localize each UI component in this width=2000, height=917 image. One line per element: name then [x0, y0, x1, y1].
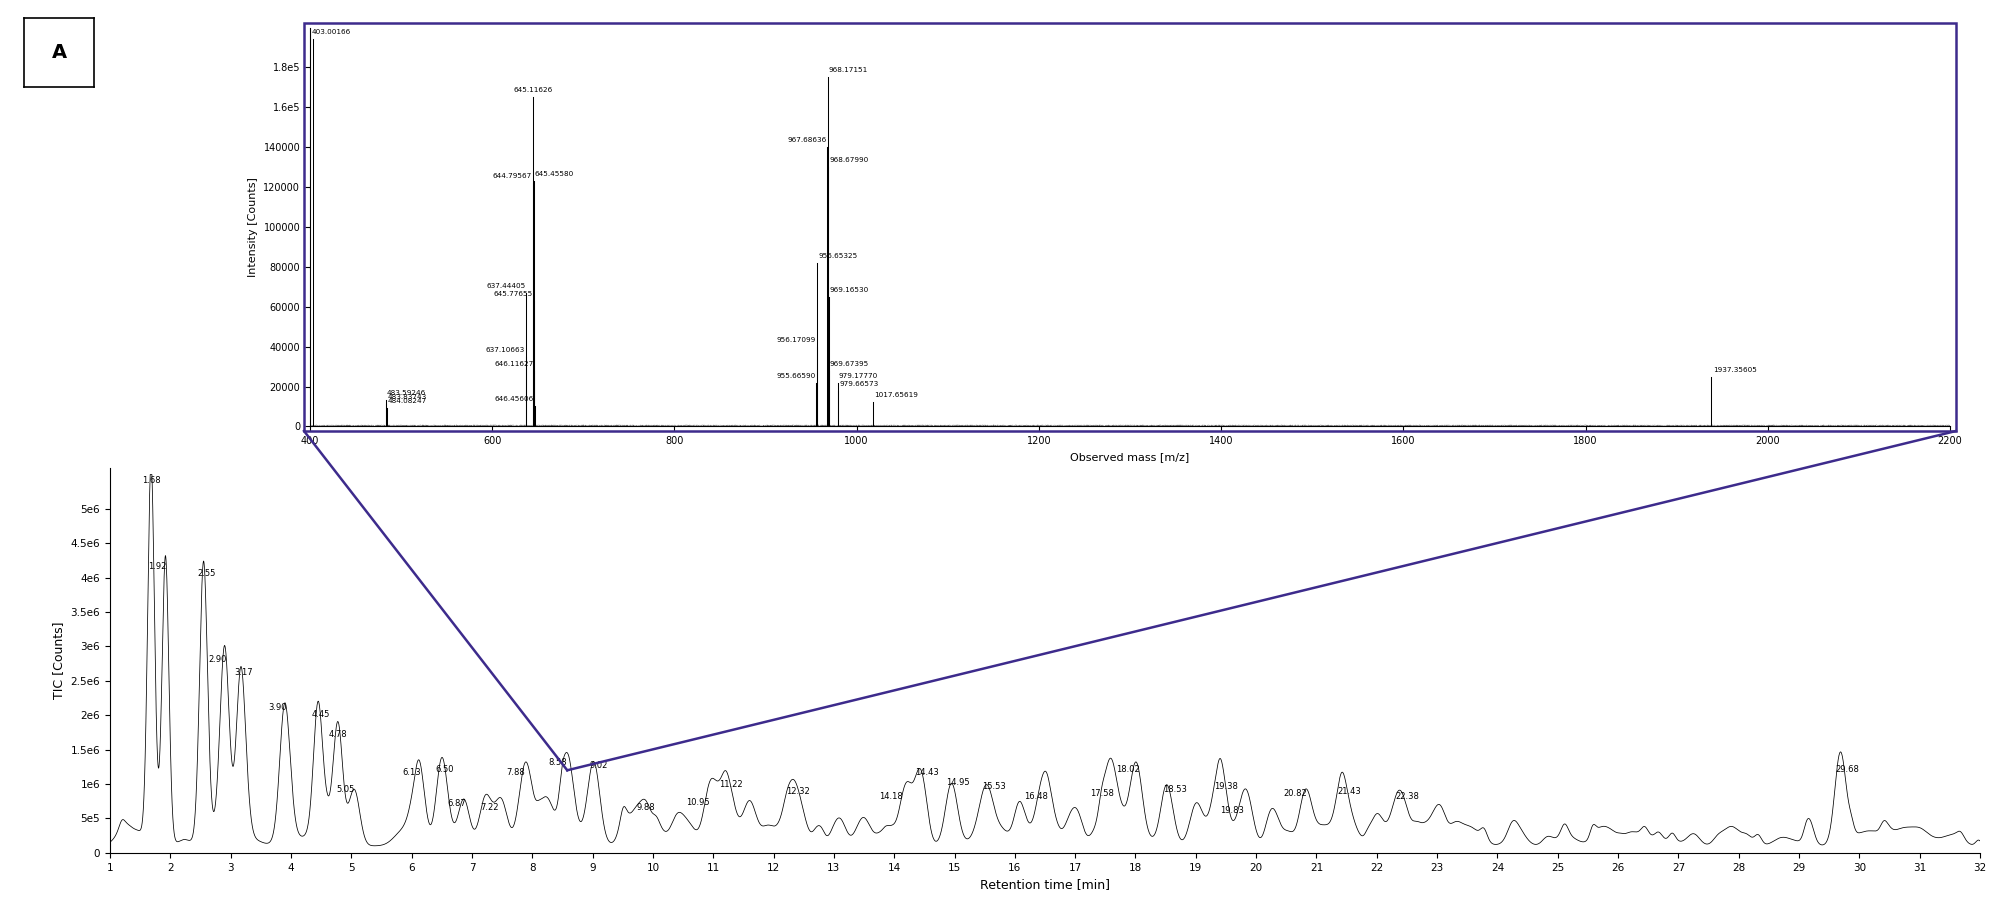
Text: 968.17151: 968.17151	[828, 67, 868, 73]
Text: 646.11627: 646.11627	[494, 360, 534, 367]
Text: 1.92: 1.92	[148, 562, 166, 570]
Text: 6.87: 6.87	[448, 799, 466, 808]
Text: 955.66590: 955.66590	[776, 372, 816, 379]
Text: 6.50: 6.50	[436, 765, 454, 774]
Text: 484.08247: 484.08247	[388, 399, 426, 404]
Text: 483.83743: 483.83743	[388, 394, 426, 401]
Text: 968.67990: 968.67990	[830, 157, 868, 163]
Text: 20.82: 20.82	[1284, 789, 1308, 798]
Text: 637.10663: 637.10663	[486, 347, 526, 353]
Text: 9.02: 9.02	[590, 761, 608, 770]
Text: A: A	[52, 43, 66, 62]
Text: 1937.35605: 1937.35605	[1714, 367, 1758, 372]
Text: 483.59246: 483.59246	[388, 391, 426, 396]
Text: 2.90: 2.90	[208, 655, 226, 664]
Text: 7.22: 7.22	[480, 802, 500, 812]
Text: 645.77655: 645.77655	[494, 291, 534, 297]
Text: 29.68: 29.68	[1836, 765, 1860, 774]
Text: 12.32: 12.32	[786, 787, 810, 796]
Text: 1017.65619: 1017.65619	[874, 392, 918, 399]
Text: 3.90: 3.90	[268, 702, 286, 712]
Text: 646.45606: 646.45606	[494, 396, 534, 403]
Text: 979.17770: 979.17770	[838, 372, 878, 379]
Text: 14.95: 14.95	[946, 779, 970, 788]
Text: 11.22: 11.22	[720, 779, 744, 789]
Text: 7.88: 7.88	[506, 768, 524, 777]
Text: 4.45: 4.45	[312, 710, 330, 719]
Text: 6.13: 6.13	[402, 768, 420, 777]
Text: 979.66573: 979.66573	[840, 381, 878, 387]
Text: 22.38: 22.38	[1394, 792, 1418, 801]
Text: 9.88: 9.88	[636, 802, 654, 812]
Text: 19.38: 19.38	[1214, 782, 1238, 790]
Text: 14.18: 14.18	[880, 792, 904, 801]
Text: 15.53: 15.53	[982, 782, 1006, 790]
Text: 645.11626: 645.11626	[514, 87, 552, 94]
Text: 5.05: 5.05	[336, 785, 354, 794]
Text: 4.78: 4.78	[328, 730, 348, 739]
Text: 21.43: 21.43	[1338, 787, 1362, 796]
Text: 19.83: 19.83	[1220, 806, 1244, 815]
Y-axis label: Intensity [Counts]: Intensity [Counts]	[248, 177, 258, 277]
Text: 1.68: 1.68	[142, 476, 160, 485]
Text: 956.65325: 956.65325	[818, 253, 858, 259]
Text: 17.58: 17.58	[1090, 789, 1114, 798]
Text: 2.55: 2.55	[198, 569, 216, 578]
Text: 8.58: 8.58	[548, 757, 566, 767]
Text: 3.17: 3.17	[234, 668, 254, 678]
Text: 16.48: 16.48	[1024, 792, 1048, 801]
Text: 967.68636: 967.68636	[788, 138, 826, 143]
Text: 956.17099: 956.17099	[776, 337, 816, 343]
Text: 10.95: 10.95	[686, 798, 710, 807]
Text: 645.45580: 645.45580	[534, 171, 574, 177]
X-axis label: Observed mass [m/z]: Observed mass [m/z]	[1070, 452, 1190, 461]
Text: 18.53: 18.53	[1162, 785, 1186, 794]
X-axis label: Retention time [min]: Retention time [min]	[980, 878, 1110, 891]
Text: 969.67395: 969.67395	[830, 360, 870, 367]
Text: 637.44405: 637.44405	[486, 282, 526, 289]
Text: 644.79567: 644.79567	[492, 173, 532, 179]
Text: 403.00166: 403.00166	[312, 29, 352, 36]
Text: 18.02: 18.02	[1116, 765, 1140, 774]
Y-axis label: TIC [Counts]: TIC [Counts]	[52, 622, 66, 699]
Text: 14.43: 14.43	[916, 768, 940, 777]
Text: 969.16530: 969.16530	[830, 287, 868, 293]
